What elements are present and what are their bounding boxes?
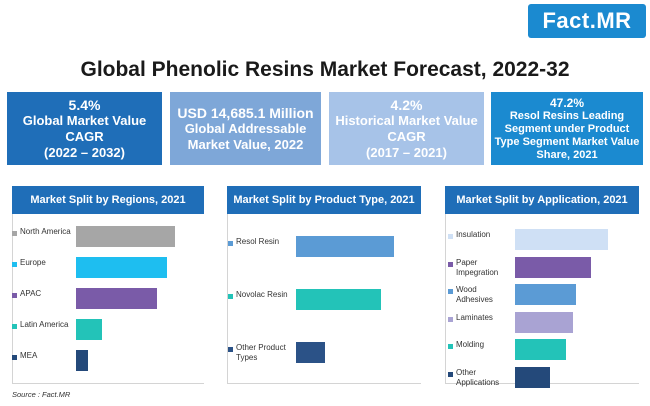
kpi-description: Resol Resins Leading Segment under Produ…	[494, 109, 640, 161]
category-label: Novolac Resin	[236, 290, 288, 299]
legend-swatch	[228, 294, 233, 299]
kpi-description: Global Addressable Market Value, 2022	[184, 120, 307, 152]
kpi-box-1: 5.4% Global Market Value CAGR (2022 – 2032…	[7, 92, 162, 165]
category-label: Other Product Types	[236, 343, 286, 362]
chart-header-2: Market Split by Product Type, 2021	[227, 186, 421, 214]
kpi-period: (2022 – 2032)	[44, 144, 125, 160]
legend-swatch	[448, 316, 453, 322]
factmr-logo: Fact.MR	[528, 4, 646, 38]
category-label: Other Applications	[456, 367, 500, 387]
bar	[515, 311, 573, 333]
bar	[76, 350, 88, 371]
bar	[515, 256, 592, 278]
bar	[515, 229, 608, 250]
bar	[76, 226, 175, 247]
category-label: Paper Impegration	[456, 257, 499, 277]
bar	[296, 236, 394, 257]
legend-swatch	[12, 293, 17, 298]
chart-header-3: Market Split by Application, 2021	[445, 186, 639, 214]
legend-swatch	[12, 231, 17, 236]
legend-swatch	[12, 355, 17, 360]
kpi-value: 5.4%	[68, 96, 101, 113]
bar	[515, 284, 577, 305]
bar	[76, 319, 102, 340]
legend-swatch	[12, 324, 17, 329]
category-label: Latin America	[20, 320, 69, 329]
chart-panel-2	[227, 214, 421, 384]
legend-swatch	[448, 344, 453, 349]
bar	[515, 366, 551, 388]
bar	[515, 339, 567, 360]
category-label: Molding	[456, 340, 485, 349]
category-label: MEA	[20, 351, 38, 360]
category-label: Insulation	[456, 230, 491, 239]
kpi-description: Global Market Value CAGR	[22, 112, 147, 144]
bar	[76, 288, 158, 309]
category-label: North America	[20, 227, 71, 236]
bar	[296, 289, 382, 310]
legend-swatch	[12, 262, 17, 267]
kpi-box-2: USD 14,685.1 Million Global Addressable M…	[170, 92, 321, 165]
kpi-value: 4.2%	[390, 96, 423, 113]
chart-panel-1	[12, 214, 204, 384]
legend-swatch	[448, 371, 453, 377]
source-note: Source : Fact.MR	[12, 390, 71, 399]
kpi-description: Historical Market Value CAGR	[335, 112, 478, 144]
category-label: Resol Resin	[236, 237, 280, 246]
logo-text: Fact.MR	[542, 8, 632, 33]
bar	[76, 257, 168, 278]
legend-swatch	[228, 347, 233, 352]
kpi-value: USD 14,685.1 Million	[177, 104, 314, 121]
bar	[296, 342, 326, 363]
kpi-box-3: 4.2% Historical Market Value CAGR (2017 – …	[329, 92, 484, 165]
category-label: Europe	[20, 258, 46, 267]
legend-swatch	[228, 241, 233, 246]
category-label: Laminates	[456, 312, 493, 322]
legend-swatch	[448, 234, 453, 239]
chart-header-1: Market Split by Regions, 2021	[12, 186, 204, 214]
kpi-box-4: 47.2% Resol Resins Leading Segment under …	[491, 92, 643, 165]
chart-title: Global Phenolic Resins Market Forecast, …	[80, 58, 570, 81]
legend-swatch	[448, 261, 453, 267]
category-label: Wood Adhesives	[456, 285, 493, 304]
kpi-value: 47.2%	[549, 95, 585, 110]
legend-swatch	[448, 289, 453, 294]
kpi-period: (2017 – 2021)	[366, 144, 447, 160]
category-label: APAC	[20, 289, 42, 298]
